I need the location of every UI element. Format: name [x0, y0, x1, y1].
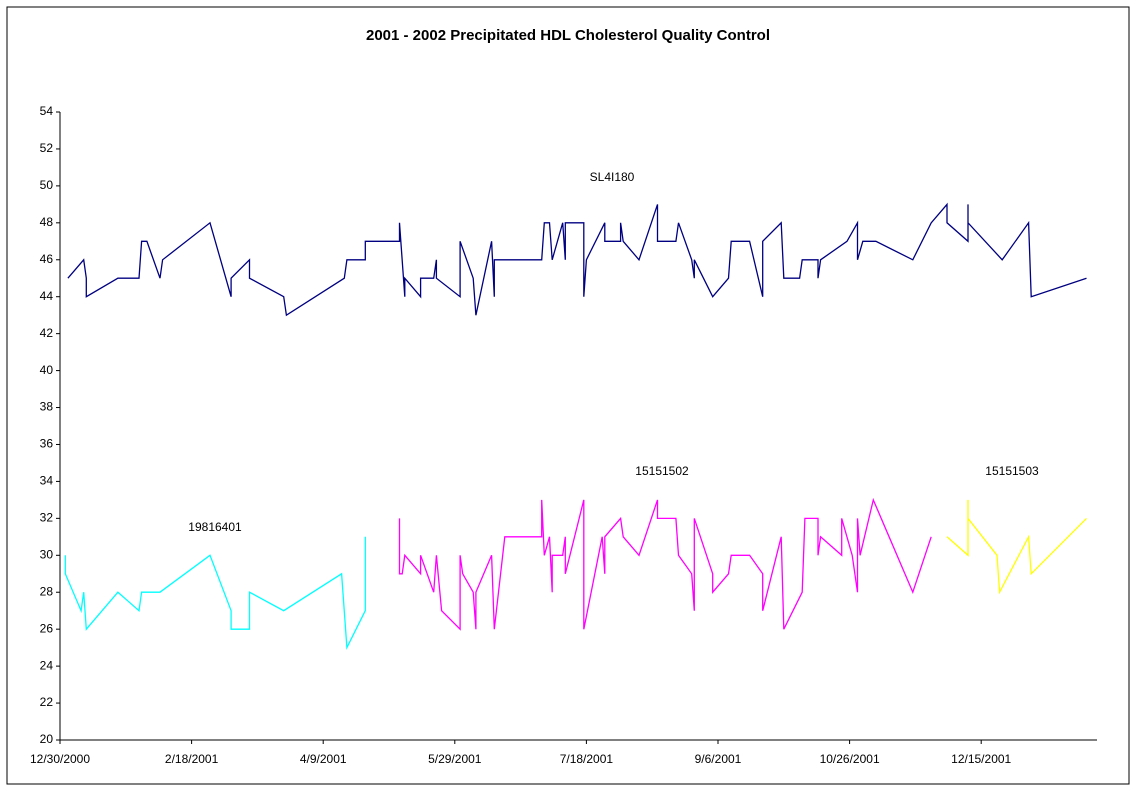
- y-tick-label: 24: [40, 658, 54, 672]
- series-line: [946, 499, 1087, 595]
- y-tick-label: 36: [40, 437, 54, 451]
- x-tick-label: 12/15/2001: [951, 752, 1011, 766]
- series-label: 15151502: [635, 464, 689, 478]
- y-tick-label: 32: [40, 511, 54, 525]
- y-tick-label: 40: [40, 363, 54, 377]
- series-line: [398, 497, 932, 631]
- x-tick-label: 5/29/2001: [428, 752, 482, 766]
- x-tick-label: 12/30/2000: [30, 752, 90, 766]
- y-tick-label: 34: [40, 474, 54, 488]
- y-tick-label: 28: [40, 584, 54, 598]
- y-tick-label: 20: [40, 732, 54, 746]
- y-tick-label: 48: [40, 215, 54, 229]
- series-label: 15151503: [985, 464, 1039, 478]
- x-tick-label: 4/9/2001: [300, 752, 347, 766]
- y-tick-label: 54: [40, 104, 54, 118]
- y-tick-label: 52: [40, 141, 54, 155]
- y-tick-label: 44: [40, 289, 54, 303]
- x-tick-label: 7/18/2001: [560, 752, 614, 766]
- y-tick-label: 22: [40, 695, 54, 709]
- series-line: [67, 202, 1087, 317]
- x-tick-label: 2/18/2001: [165, 752, 219, 766]
- y-tick-label: 38: [40, 400, 54, 414]
- series-line: [64, 536, 366, 651]
- y-tick-label: 42: [40, 326, 54, 340]
- y-tick-label: 46: [40, 252, 54, 266]
- y-tick-label: 26: [40, 621, 54, 635]
- chart-title: 2001 - 2002 Precipitated HDL Cholesterol…: [366, 27, 770, 44]
- x-tick-label: 10/26/2001: [820, 752, 880, 766]
- series-label: SL4I180: [590, 170, 635, 184]
- y-tick-label: 30: [40, 547, 54, 561]
- series-label: 19816401: [188, 520, 242, 534]
- chart-frame: [6, 6, 1130, 785]
- x-tick-label: 9/6/2001: [695, 752, 742, 766]
- y-tick-label: 50: [40, 178, 54, 192]
